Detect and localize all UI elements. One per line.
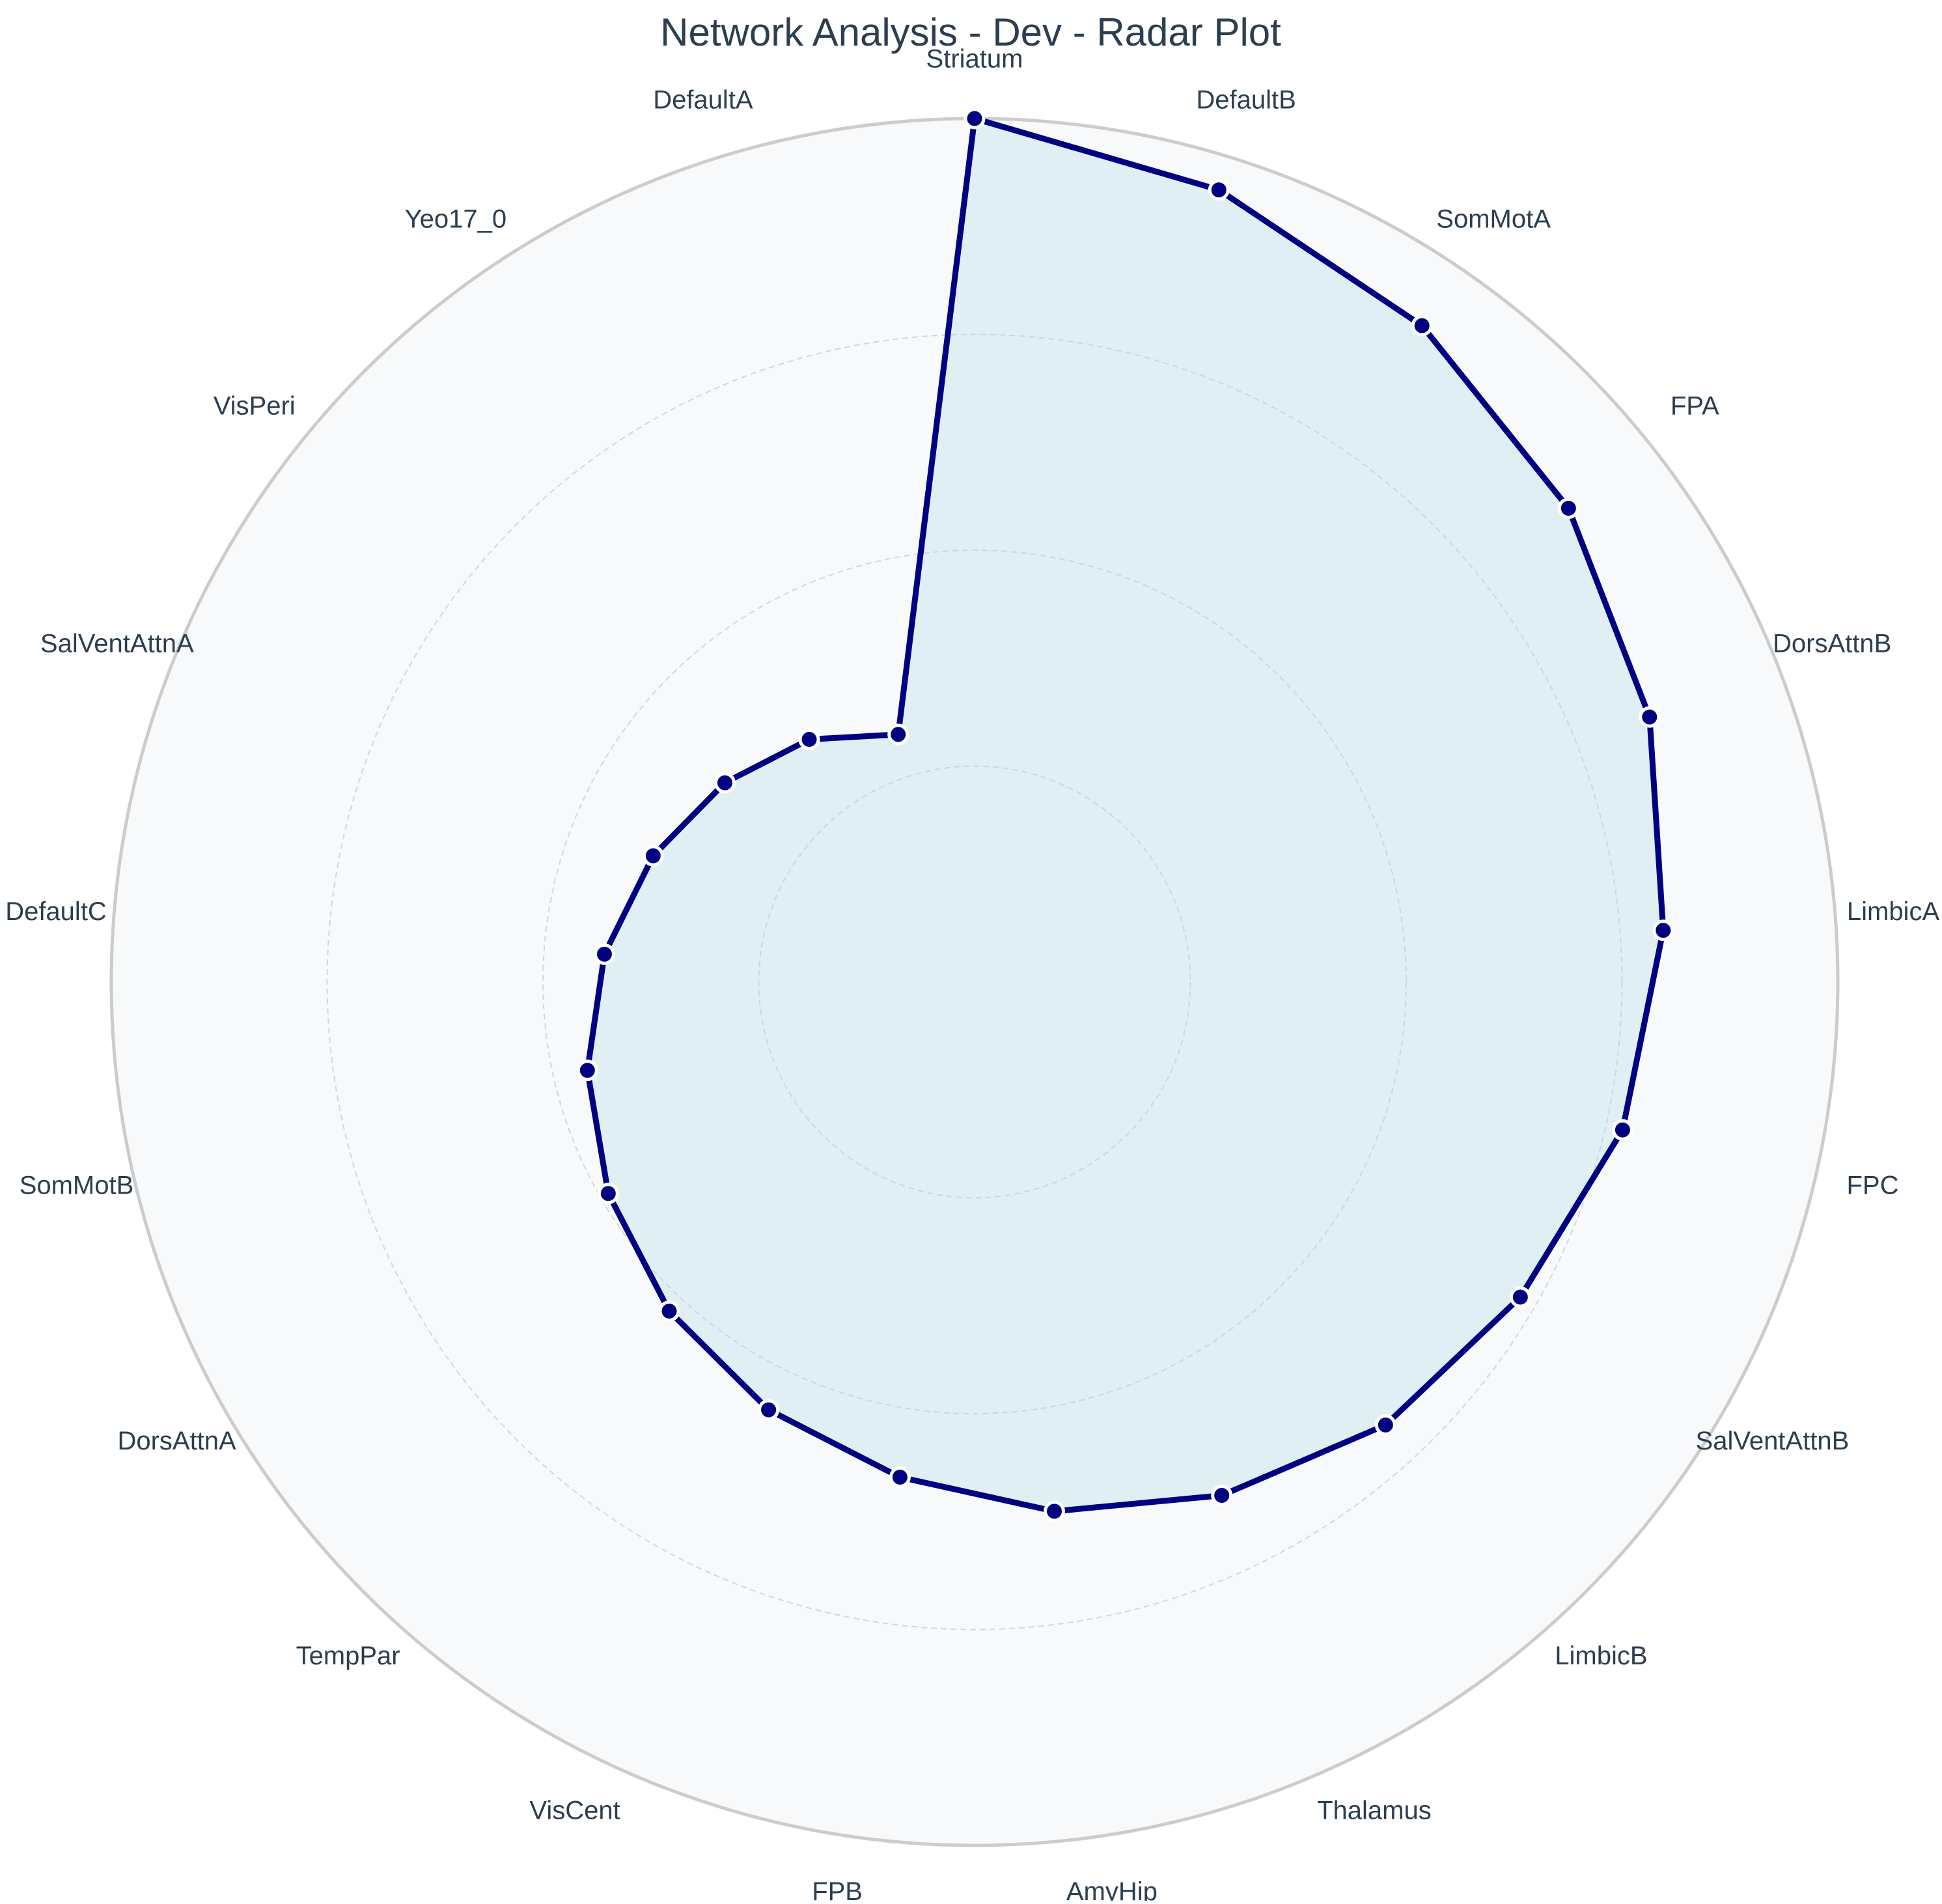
- radial-gridline-1: [758, 765, 1191, 1199]
- axis-label-thalamus: Thalamus: [1317, 1796, 1432, 1825]
- data-point-amyhip: [1044, 1500, 1065, 1522]
- axis-label-dorsattnb: DorsAttnB: [1773, 630, 1891, 658]
- data-point-dorsattnb: [1639, 706, 1661, 728]
- axis-label-fpa: FPA: [1671, 391, 1719, 420]
- data-point-defaulta: [887, 723, 909, 746]
- axis-label-fpb: FPB: [812, 1877, 863, 1901]
- axis-label-striatum: Striatum: [926, 45, 1023, 74]
- axis-label-sommotb: SomMotB: [20, 1171, 134, 1199]
- axis-label-defaulta: DefaultA: [653, 85, 753, 114]
- data-point-limbicb: [1374, 1414, 1396, 1436]
- axis-label-defaultb: DefaultB: [1196, 85, 1296, 114]
- axis-label-limbica: LimbicA: [1847, 897, 1940, 926]
- data-series: [576, 107, 1674, 1522]
- data-point-yeo17_0: [798, 729, 820, 750]
- axis-label-yeo17_0: Yeo17_0: [405, 204, 506, 233]
- data-point-salventattnb: [1509, 1286, 1531, 1308]
- axis-label-salventattnb: SalVentAttnB: [1696, 1427, 1850, 1455]
- data-point-striatum: [964, 107, 986, 130]
- axis-label-fpc: FPC: [1847, 1171, 1899, 1199]
- data-point-limbica: [1652, 919, 1674, 942]
- data-point-sommotb: [576, 1059, 598, 1082]
- data-point-defaultb: [1208, 179, 1230, 201]
- data-point-temppar: [658, 1300, 680, 1322]
- data-point-visperi: [714, 772, 736, 794]
- data-point-fpc: [1611, 1119, 1633, 1141]
- axis-label-dorsattna: DorsAttnA: [117, 1427, 236, 1455]
- data-point-salventattna: [642, 845, 664, 867]
- axis-label-visperi: VisPeri: [214, 391, 296, 420]
- axis-label-salventattna: SalVentAttnA: [40, 630, 194, 658]
- axis-label-amyhip: AmyHip: [1066, 1877, 1158, 1901]
- series-area-0: [587, 119, 1663, 1511]
- series-line-0: [584, 115, 1667, 1515]
- data-point-defaultc: [593, 943, 615, 965]
- axis-label-temppar: TempPar: [296, 1642, 400, 1670]
- data-point-viscent: [758, 1399, 780, 1421]
- axis-label-viscent: VisCent: [529, 1796, 620, 1825]
- axis-label-sommota: SomMotA: [1436, 204, 1551, 233]
- data-point-sommota: [1411, 315, 1433, 337]
- radial-gridlines: [326, 333, 1623, 1631]
- data-point-fpb: [889, 1466, 911, 1488]
- chart-title: Network Analysis - Dev - Radar Plot: [660, 10, 1281, 54]
- radial-gridline-3: [326, 333, 1623, 1631]
- radial-gridline-2: [542, 550, 1407, 1414]
- category-labels: Striatum DefaultB SomMotA FPA DorsAttnB Limbi…: [5, 45, 1940, 1904]
- data-point-dorsattna: [597, 1183, 619, 1205]
- axis-label-defaultc: DefaultC: [5, 897, 107, 926]
- axis-label-limbicb: LimbicB: [1555, 1642, 1647, 1670]
- data-point-fpa: [1557, 497, 1579, 519]
- data-point-thalamus: [1211, 1485, 1233, 1506]
